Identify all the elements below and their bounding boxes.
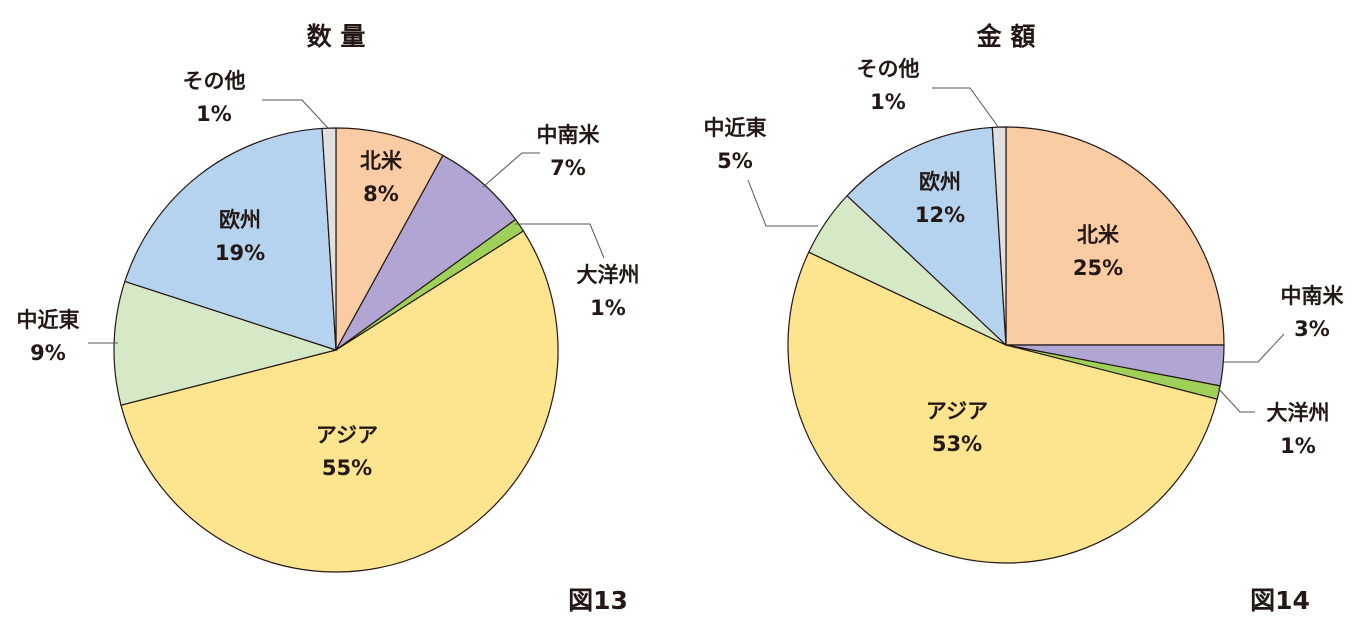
slice-percent: 25% bbox=[1073, 256, 1123, 280]
pie-slice bbox=[321, 127, 337, 351]
pie-slice bbox=[846, 126, 1007, 347]
slice-name: 北米 bbox=[360, 149, 403, 173]
slice-percent: 5% bbox=[717, 149, 753, 173]
slice-name: 欧州 bbox=[219, 208, 261, 232]
leader-line bbox=[515, 223, 605, 259]
slice-percent: 12% bbox=[915, 203, 965, 227]
slice-name: 中近東 bbox=[17, 308, 80, 332]
leader-line bbox=[1217, 387, 1255, 413]
figure-caption: 図13 bbox=[568, 586, 628, 615]
slice-name: 欧州 bbox=[919, 170, 961, 194]
slice-name: 北米 bbox=[1077, 223, 1120, 247]
leader-line bbox=[747, 179, 818, 227]
slice-percent: 3% bbox=[1294, 317, 1330, 341]
leader-line bbox=[1222, 333, 1285, 363]
slice-name: 大洋州 bbox=[1267, 401, 1330, 425]
leader-line bbox=[482, 152, 540, 188]
pie-slice bbox=[991, 126, 1007, 346]
slice-percent: 9% bbox=[30, 341, 66, 365]
slice-percent: 53% bbox=[932, 432, 982, 456]
slice-name: 大洋州 bbox=[577, 263, 640, 287]
slice-name: 中南米 bbox=[1281, 284, 1345, 308]
leader-line bbox=[932, 87, 1000, 129]
chart-title: 金 額 bbox=[976, 22, 1036, 51]
pie-slice bbox=[335, 127, 444, 351]
pie-slice bbox=[120, 230, 559, 573]
slice-name: その他 bbox=[857, 57, 920, 81]
slice-name: 中南米 bbox=[537, 123, 601, 147]
slice-percent: 8% bbox=[363, 182, 399, 206]
slice-percent: 1% bbox=[870, 90, 906, 114]
pie-slice bbox=[124, 127, 337, 351]
slice-name: アジア bbox=[926, 399, 988, 423]
pie-slice bbox=[787, 251, 1218, 564]
slice-percent: 1% bbox=[1280, 434, 1316, 458]
figure-caption: 図14 bbox=[1250, 586, 1310, 615]
slice-name: アジア bbox=[316, 423, 378, 447]
slice-percent: 55% bbox=[322, 456, 372, 480]
slice-percent: 19% bbox=[215, 241, 265, 265]
slice-name: 中近東 bbox=[704, 116, 767, 140]
slice-name: その他 bbox=[183, 69, 246, 93]
slice-percent: 1% bbox=[196, 102, 232, 126]
chart-title: 数 量 bbox=[307, 22, 366, 51]
pie-slice bbox=[1005, 126, 1225, 346]
leader-line bbox=[262, 99, 329, 129]
slice-percent: 7% bbox=[550, 156, 586, 180]
slice-percent: 1% bbox=[590, 296, 626, 320]
